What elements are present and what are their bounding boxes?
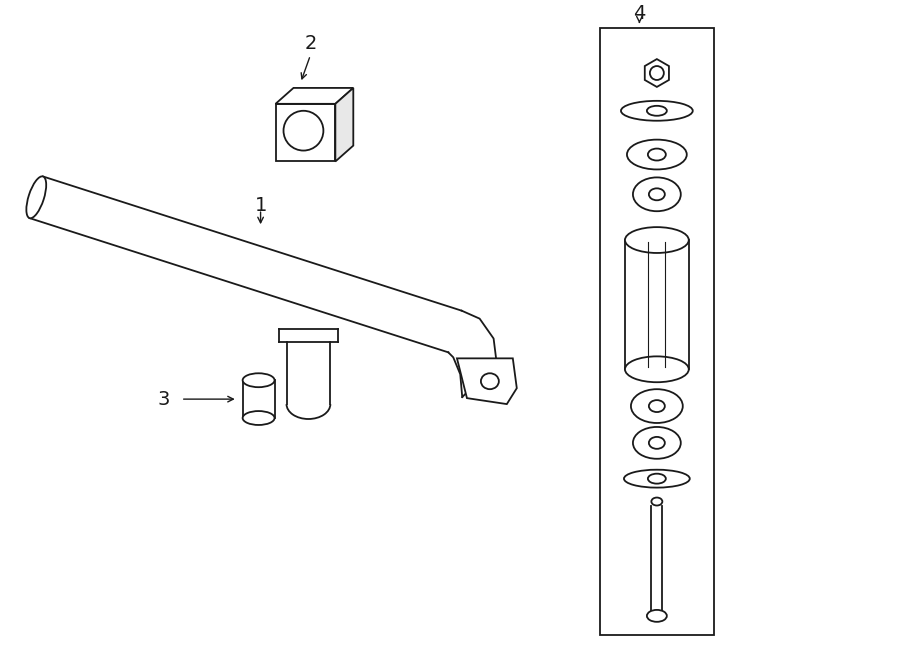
Ellipse shape <box>633 427 680 459</box>
Ellipse shape <box>481 373 499 389</box>
Ellipse shape <box>650 66 664 80</box>
Text: 2: 2 <box>304 34 317 53</box>
Polygon shape <box>457 358 517 404</box>
Ellipse shape <box>243 373 274 387</box>
Ellipse shape <box>625 227 688 253</box>
Bar <box>599 28 715 635</box>
Text: 4: 4 <box>634 4 645 23</box>
Bar <box>275 104 336 161</box>
Ellipse shape <box>633 177 680 212</box>
Ellipse shape <box>648 149 666 161</box>
Polygon shape <box>275 88 354 104</box>
Ellipse shape <box>631 389 683 423</box>
Ellipse shape <box>26 176 46 218</box>
Polygon shape <box>644 59 669 87</box>
Ellipse shape <box>284 111 323 151</box>
Ellipse shape <box>648 474 666 484</box>
Text: 3: 3 <box>158 389 170 408</box>
Ellipse shape <box>625 356 688 382</box>
Ellipse shape <box>647 610 667 622</box>
Ellipse shape <box>627 139 687 169</box>
Text: 1: 1 <box>255 196 266 215</box>
Ellipse shape <box>649 188 665 200</box>
Ellipse shape <box>624 470 689 488</box>
Polygon shape <box>336 88 354 161</box>
Ellipse shape <box>647 106 667 116</box>
Ellipse shape <box>652 498 662 506</box>
Ellipse shape <box>649 400 665 412</box>
Ellipse shape <box>621 101 693 121</box>
Ellipse shape <box>243 411 274 425</box>
Ellipse shape <box>649 437 665 449</box>
